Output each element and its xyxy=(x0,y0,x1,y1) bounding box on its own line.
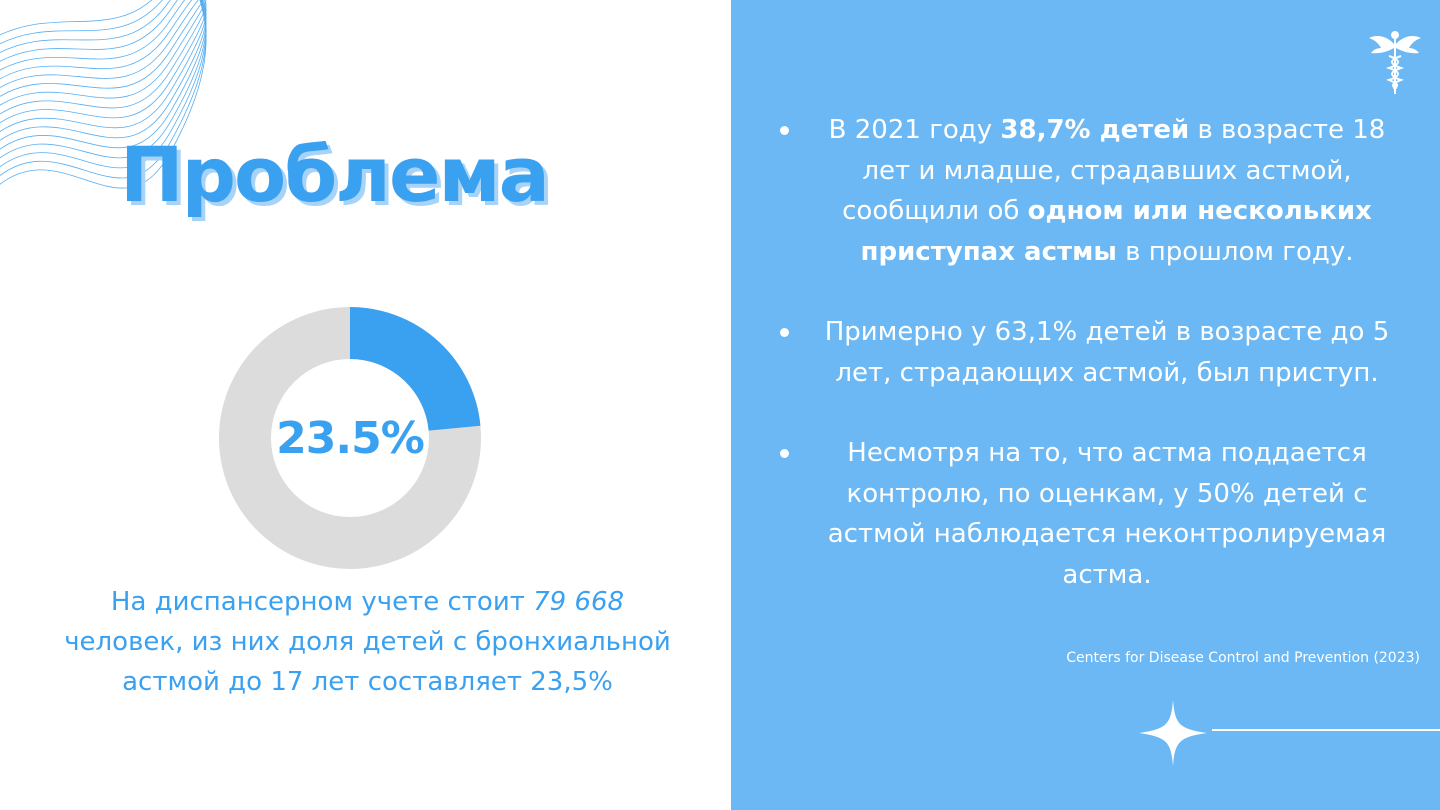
sparkle-icon xyxy=(1139,700,1207,766)
wave-line xyxy=(0,0,207,106)
wave-line xyxy=(0,0,163,45)
decorative-wave-lines xyxy=(0,0,207,189)
wave-line xyxy=(0,0,193,80)
caption-number: 79 668 xyxy=(533,587,625,617)
caption-text-start: На диспансерном учете стоит xyxy=(110,587,534,617)
left-panel: Проблема 23.5% На диспансерном учете сто… xyxy=(0,0,675,702)
wave-line xyxy=(0,0,207,133)
fact-highlight: одном или нескольких приступах астмы xyxy=(860,196,1372,267)
fact-highlight: 38,7% детей xyxy=(1000,115,1190,145)
fact-text: в возрасте 18 лет и младше, страдавших а… xyxy=(842,115,1386,226)
wave-line xyxy=(0,0,186,71)
wave-line xyxy=(0,0,178,62)
donut-chart: 23.5% xyxy=(214,302,486,574)
page-title: Проблема xyxy=(120,130,550,219)
source-citation: Centers for Disease Control and Preventi… xyxy=(1066,650,1420,666)
wave-line xyxy=(0,0,207,189)
wave-line xyxy=(0,0,199,89)
wave-line xyxy=(0,0,204,97)
wave-line xyxy=(0,0,207,124)
fact-item: Примерно у 63,1% детей в возрасте до 5 л… xyxy=(771,312,1401,393)
fact-text: В 2021 году xyxy=(828,115,1001,145)
fact-text: Примерно у 63,1% детей в возрасте до 5 л… xyxy=(824,317,1390,388)
caption-text-end: человек, из них доля детей с бронхиально… xyxy=(64,627,671,697)
fact-text: Несмотря на то, что астма поддается конт… xyxy=(827,438,1387,590)
right-panel: В 2021 году 38,7% детей в возрасте 18 ле… xyxy=(731,0,1440,810)
wave-line xyxy=(0,0,171,54)
fact-item: В 2021 году 38,7% детей в возрасте 18 ле… xyxy=(771,110,1401,272)
decorative-divider xyxy=(1212,729,1440,731)
statistics-caption: На диспансерном учете стоит 79 668 челов… xyxy=(60,582,675,702)
caduceus-icon xyxy=(1369,31,1421,94)
donut-segment xyxy=(219,307,481,569)
wave-line xyxy=(0,0,153,36)
facts-list: В 2021 году 38,7% детей в возрасте 18 ле… xyxy=(771,110,1401,595)
fact-text: в прошлом году. xyxy=(1116,236,1354,267)
fact-item: Несмотря на то, что астма поддается конт… xyxy=(771,433,1401,595)
donut-value-label: 23.5% xyxy=(276,412,425,464)
wave-line xyxy=(0,0,207,115)
